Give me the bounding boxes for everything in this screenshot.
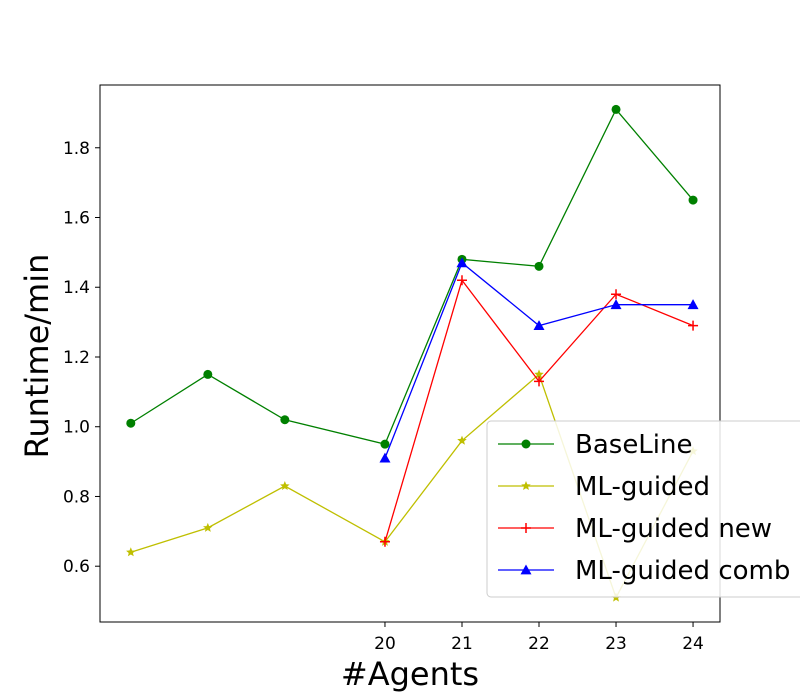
x-axis-ticks: 20 21 22 23 24 xyxy=(374,622,704,654)
y-axis-title: Runtime/min xyxy=(18,254,56,459)
data-point xyxy=(126,547,136,557)
legend-marker xyxy=(521,481,531,491)
x-tick-label: 21 xyxy=(451,634,473,654)
series-line xyxy=(130,108,694,445)
data-point xyxy=(534,369,544,379)
data-point xyxy=(280,415,290,425)
y-tick-label: 1.4 xyxy=(63,278,90,298)
data-point xyxy=(280,481,290,491)
data-point xyxy=(610,299,622,310)
data-point xyxy=(203,522,213,532)
legend-marker xyxy=(521,439,531,449)
data-point xyxy=(456,257,468,268)
data-point xyxy=(379,452,391,463)
y-axis-ticks: 0.6 0.8 1.0 1.2 1.4 1.6 1.8 xyxy=(63,139,100,577)
legend-label: ML-guided xyxy=(575,472,710,502)
data-point xyxy=(379,536,390,547)
data-point xyxy=(203,369,213,379)
series-baseline xyxy=(126,104,698,449)
data-point xyxy=(687,299,699,310)
data-point xyxy=(688,320,699,331)
legend-box xyxy=(486,420,800,598)
data-point xyxy=(126,418,136,428)
data-point xyxy=(611,289,622,300)
data-point xyxy=(533,320,545,331)
legend-label: ML-guided comb xyxy=(575,556,790,586)
x-tick-label: 20 xyxy=(374,634,396,654)
y-tick-label: 0.8 xyxy=(63,487,90,507)
plot-frame xyxy=(99,84,721,623)
y-tick-label: 1.6 xyxy=(63,209,90,229)
data-point xyxy=(688,195,698,205)
data-point xyxy=(534,376,545,387)
x-axis-title: #Agents xyxy=(341,655,479,693)
x-tick-label: 23 xyxy=(605,634,627,654)
x-tick-label: 24 xyxy=(682,634,704,654)
data-point xyxy=(534,261,544,271)
legend-marker xyxy=(520,564,532,575)
data-point xyxy=(380,439,390,449)
legend: BaseLine ML-guided ML-guided new ML-guided … xyxy=(486,420,800,598)
y-tick-label: 1.8 xyxy=(63,139,90,159)
y-tick-label: 1.2 xyxy=(63,348,90,368)
y-tick-label: 1.0 xyxy=(63,418,90,438)
data-point xyxy=(457,435,467,445)
y-tick-label: 0.6 xyxy=(63,557,90,577)
legend-marker xyxy=(521,523,531,533)
data-point xyxy=(456,275,467,286)
legend-label: ML-guided new xyxy=(575,514,772,544)
series-ml-guided-comb xyxy=(379,257,699,463)
data-point xyxy=(611,104,621,114)
legend-label: BaseLine xyxy=(575,430,693,460)
x-tick-label: 22 xyxy=(528,634,550,654)
